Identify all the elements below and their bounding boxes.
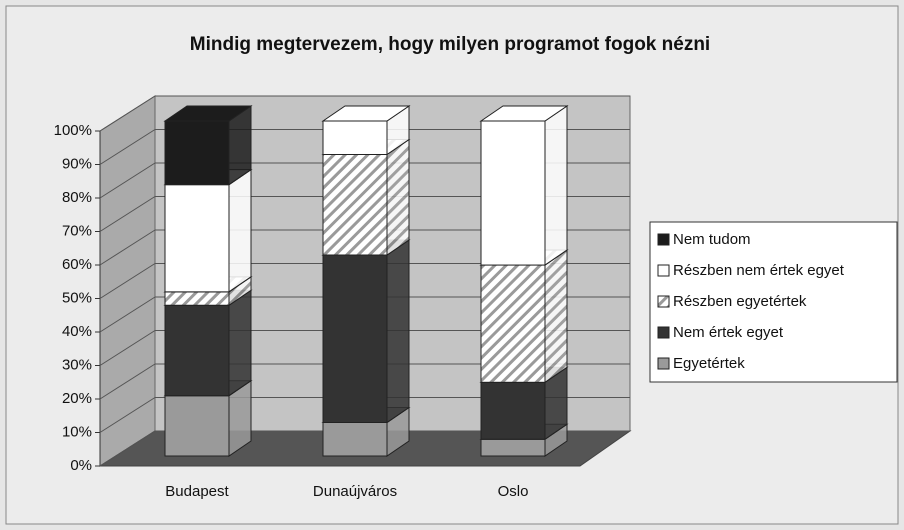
bar-side xyxy=(228,289,252,397)
bar-top xyxy=(321,105,411,122)
grid-line xyxy=(99,430,156,467)
y-tick-label: 40% xyxy=(62,323,92,340)
legend-swatch xyxy=(657,326,670,339)
bar-segment xyxy=(322,422,388,457)
grid-line xyxy=(99,95,156,132)
bar-side xyxy=(386,239,410,424)
y-tick-label: 80% xyxy=(62,189,92,206)
bar-segment xyxy=(322,154,388,256)
x-tick-label: Dunaújváros xyxy=(313,483,397,500)
y-tick-label: 70% xyxy=(62,222,92,239)
y-tick-label: 100% xyxy=(54,122,92,139)
bar-side xyxy=(544,249,568,384)
legend-label: Részben nem értek egyet xyxy=(673,262,845,279)
x-tick-label: Budapest xyxy=(165,483,229,500)
legend-swatch xyxy=(657,357,670,370)
bar-side xyxy=(228,168,252,293)
grid-line xyxy=(99,129,156,165)
bar-top xyxy=(479,105,569,122)
bar-segment xyxy=(164,184,230,293)
grid-line xyxy=(99,162,156,199)
bar-segment xyxy=(322,254,388,423)
bar-segment xyxy=(480,438,546,457)
grid-line xyxy=(99,229,156,266)
grid-line xyxy=(99,296,156,333)
legend-label: Egyetértek xyxy=(673,355,745,372)
grid-line xyxy=(99,330,156,366)
x-tick-label: Oslo xyxy=(498,483,529,500)
y-tick-label: 20% xyxy=(62,390,92,407)
bar-side xyxy=(386,138,410,256)
bar-segment xyxy=(480,120,546,266)
bar-segment xyxy=(322,120,388,155)
chart-title: Mindig megtervezem, hogy milyen programo… xyxy=(190,34,710,55)
y-tick-label: 90% xyxy=(62,155,92,172)
y-tick-label: 60% xyxy=(62,256,92,273)
bar-segment xyxy=(164,304,230,397)
y-tick-label: 0% xyxy=(70,457,92,474)
bar-segment xyxy=(164,395,230,457)
bar-side xyxy=(544,105,568,266)
y-tick-label: 10% xyxy=(62,423,92,440)
grid-line xyxy=(99,196,156,232)
legend-label: Részben egyetértek xyxy=(673,293,807,310)
legend-swatch xyxy=(657,233,670,246)
bar-segment xyxy=(480,264,546,383)
bar-segment xyxy=(164,291,230,306)
y-tick-label: 30% xyxy=(62,356,92,373)
grid-line xyxy=(99,263,156,299)
bar-segment xyxy=(164,120,230,186)
grid-line xyxy=(99,363,156,400)
legend-swatch xyxy=(657,264,670,277)
grid-line xyxy=(99,397,156,433)
legend-label: Nem tudom xyxy=(673,231,751,248)
bar-top xyxy=(163,105,253,122)
legend-swatch xyxy=(657,295,670,308)
y-tick-label: 50% xyxy=(62,289,92,306)
legend xyxy=(649,221,898,383)
bar-segment xyxy=(480,381,546,440)
legend-label: Nem értek egyet xyxy=(673,324,784,341)
